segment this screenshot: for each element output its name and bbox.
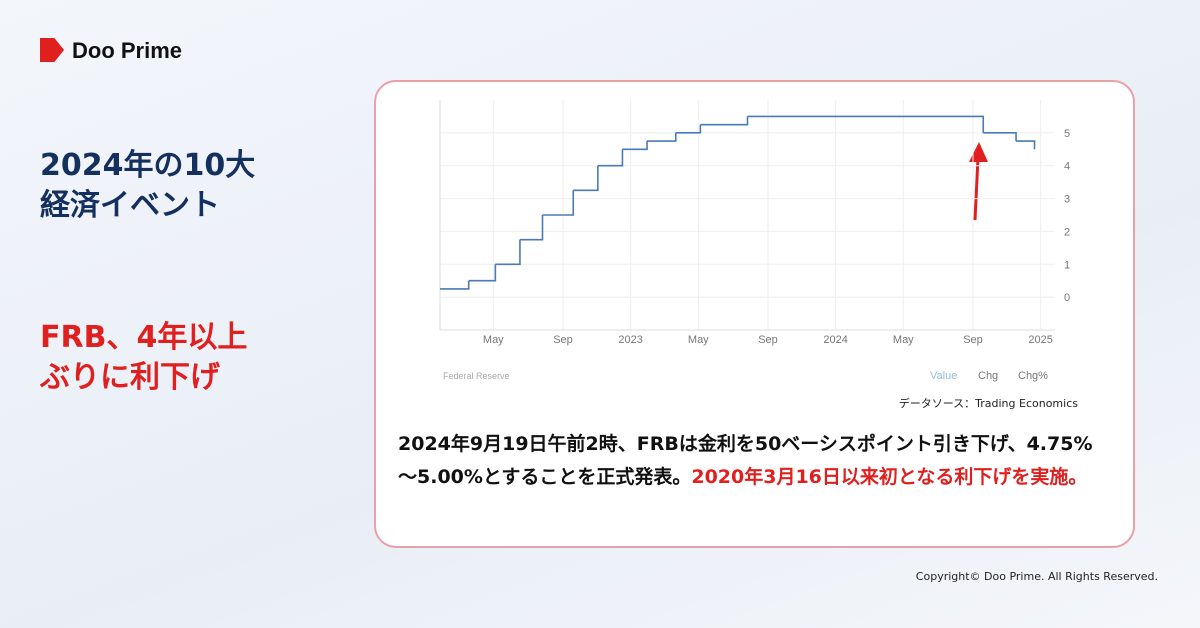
step-segment bbox=[440, 280, 470, 290]
tab[interactable]: Chg% bbox=[1018, 370, 1048, 382]
step-segment bbox=[747, 115, 985, 133]
x-tick-label: Sep bbox=[553, 334, 573, 346]
y-tick-label: 1 bbox=[1064, 259, 1070, 271]
body-main: 2024年9月19日午前2時、FRBは金利を50ベーシスポイント引き下げ、4.7… bbox=[398, 433, 1093, 488]
headline-line: 2024年の10大 bbox=[40, 148, 256, 183]
y-tick-label: 2 bbox=[1064, 226, 1070, 238]
brand: Doo Prime bbox=[72, 38, 183, 63]
step-segment bbox=[700, 116, 749, 126]
body-text: 2024年9月19日午前2時、FRBは金利を50ベーシスポイント引き下げ、4.7… bbox=[398, 428, 1098, 494]
y-tick-label: 5 bbox=[1064, 128, 1070, 140]
copyright: Copyright© Doo Prime. All Rights Reserve… bbox=[915, 570, 1158, 583]
step-segment bbox=[597, 149, 624, 167]
step-segment bbox=[573, 165, 599, 192]
chart-source: Federal Reserve bbox=[443, 371, 510, 381]
subheadline-line: ぶりに利下げ bbox=[40, 360, 220, 395]
step-segment bbox=[519, 215, 544, 241]
x-tick-label: Sep bbox=[963, 334, 983, 346]
step-segment bbox=[542, 190, 575, 216]
step-segment bbox=[495, 239, 521, 266]
headline: 2024年の10大 経済イベント bbox=[40, 146, 255, 226]
tab[interactable]: Value bbox=[930, 370, 957, 382]
body-highlight: 2020年3月16日以来初となる利下げを実施。 bbox=[691, 466, 1088, 488]
step-segment bbox=[647, 132, 677, 142]
arrow-head bbox=[969, 142, 988, 162]
step-segment bbox=[1016, 140, 1036, 150]
x-tick-label: 2023 bbox=[618, 334, 642, 346]
step-segment bbox=[675, 124, 702, 134]
arrow bbox=[973, 157, 980, 221]
y-tick-label: 0 bbox=[1064, 292, 1070, 304]
step-segment bbox=[983, 132, 1017, 142]
subheadline: FRB、4年以上 ぶりに利下げ bbox=[40, 318, 247, 398]
y-tick-label: 4 bbox=[1064, 161, 1070, 173]
x-tick-label: May bbox=[483, 334, 504, 346]
step-segment bbox=[468, 264, 497, 282]
x-tick-label: May bbox=[688, 334, 709, 346]
chart-bg bbox=[430, 97, 1080, 390]
tab[interactable]: Chg bbox=[978, 370, 998, 382]
step-segment bbox=[622, 141, 648, 151]
data-source: データソース：Trading Economics bbox=[898, 397, 1078, 410]
x-tick-label: May bbox=[893, 334, 914, 346]
subheadline-line: FRB、4年以上 bbox=[40, 320, 248, 355]
x-tick-label: Sep bbox=[758, 334, 778, 346]
headline-line: 経済イベント bbox=[40, 188, 220, 223]
x-tick-label: 2025 bbox=[1028, 334, 1052, 346]
x-tick-label: 2024 bbox=[823, 334, 847, 346]
y-tick-label: 3 bbox=[1064, 194, 1070, 206]
